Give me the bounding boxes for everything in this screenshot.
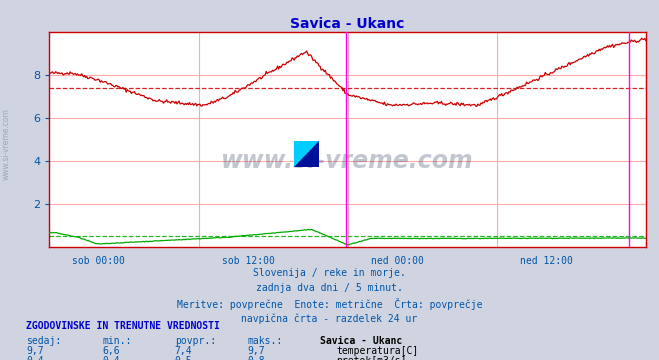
Text: 0,5: 0,5	[175, 356, 192, 360]
Text: ned 00:00: ned 00:00	[370, 256, 424, 266]
Text: temperatura[C]: temperatura[C]	[336, 346, 418, 356]
Text: pretok[m3/s]: pretok[m3/s]	[336, 356, 407, 360]
Text: ZGODOVINSKE IN TRENUTNE VREDNOSTI: ZGODOVINSKE IN TRENUTNE VREDNOSTI	[26, 321, 220, 332]
Text: Savica - Ukanc: Savica - Ukanc	[320, 336, 402, 346]
Text: sob 12:00: sob 12:00	[221, 256, 274, 266]
Text: sob 00:00: sob 00:00	[72, 256, 125, 266]
Text: povpr.:: povpr.:	[175, 336, 215, 346]
Text: www.si-vreme.com: www.si-vreme.com	[2, 108, 11, 180]
Text: 0,4: 0,4	[102, 356, 120, 360]
Text: sedaj:: sedaj:	[26, 336, 61, 346]
Polygon shape	[294, 141, 319, 167]
Text: 9,7: 9,7	[247, 346, 265, 356]
Text: navpična črta - razdelek 24 ur: navpična črta - razdelek 24 ur	[241, 314, 418, 324]
Text: 7,4: 7,4	[175, 346, 192, 356]
Text: zadnja dva dni / 5 minut.: zadnja dva dni / 5 minut.	[256, 283, 403, 293]
Text: Meritve: povprečne  Enote: metrične  Črta: povprečje: Meritve: povprečne Enote: metrične Črta:…	[177, 298, 482, 310]
Text: min.:: min.:	[102, 336, 132, 346]
Text: 9,7: 9,7	[26, 346, 44, 356]
Title: Savica - Ukanc: Savica - Ukanc	[291, 17, 405, 31]
Text: maks.:: maks.:	[247, 336, 282, 346]
Text: Slovenija / reke in morje.: Slovenija / reke in morje.	[253, 268, 406, 278]
Text: ned 12:00: ned 12:00	[520, 256, 573, 266]
Text: 6,6: 6,6	[102, 346, 120, 356]
Text: 0,4: 0,4	[26, 356, 44, 360]
Text: www.si-vreme.com: www.si-vreme.com	[221, 149, 474, 173]
Text: 0,8: 0,8	[247, 356, 265, 360]
Polygon shape	[294, 141, 319, 167]
